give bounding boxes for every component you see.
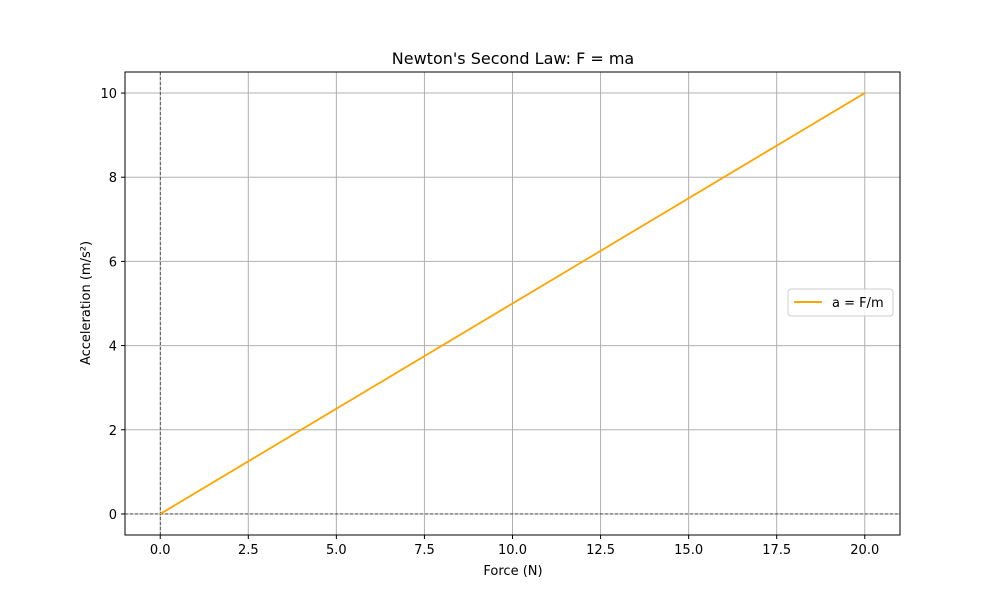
legend: a = F/m bbox=[787, 288, 894, 317]
x-tick-label: 10.0 bbox=[498, 543, 527, 558]
y-tick-label: 8 bbox=[109, 171, 117, 186]
y-axis-label: Acceleration (m/s²) bbox=[79, 241, 94, 365]
y-tick-label: 4 bbox=[109, 340, 117, 355]
x-tick-label: 0.0 bbox=[150, 543, 171, 558]
y-tick-label: 0 bbox=[109, 508, 117, 523]
x-tick-label: 12.5 bbox=[586, 543, 615, 558]
y-tick-label: 6 bbox=[109, 255, 117, 270]
y-tick-label: 2 bbox=[109, 424, 117, 439]
series-line bbox=[159, 92, 866, 515]
x-axis-label: Force (N) bbox=[483, 564, 542, 579]
chart-title: Newton's Second Law: F = ma bbox=[392, 49, 634, 68]
series-layer bbox=[159, 92, 866, 515]
x-tick-label: 15.0 bbox=[674, 543, 703, 558]
x-tick-label: 5.0 bbox=[326, 543, 347, 558]
reference-lines bbox=[125, 72, 900, 535]
legend-box bbox=[787, 288, 894, 317]
legend-label: a = F/m bbox=[832, 296, 884, 311]
x-tick-label: 7.5 bbox=[414, 543, 435, 558]
y-tick-label: 10 bbox=[100, 87, 117, 102]
x-tick-label: 2.5 bbox=[238, 543, 259, 558]
ticks: 0.0 2.5 5.0 7.5 10.0 12.5 15.0 17.5 20.0 0 2 4 6 8 10 bbox=[100, 87, 879, 558]
x-tick-label: 20.0 bbox=[850, 543, 879, 558]
x-tick-label: 17.5 bbox=[762, 543, 791, 558]
